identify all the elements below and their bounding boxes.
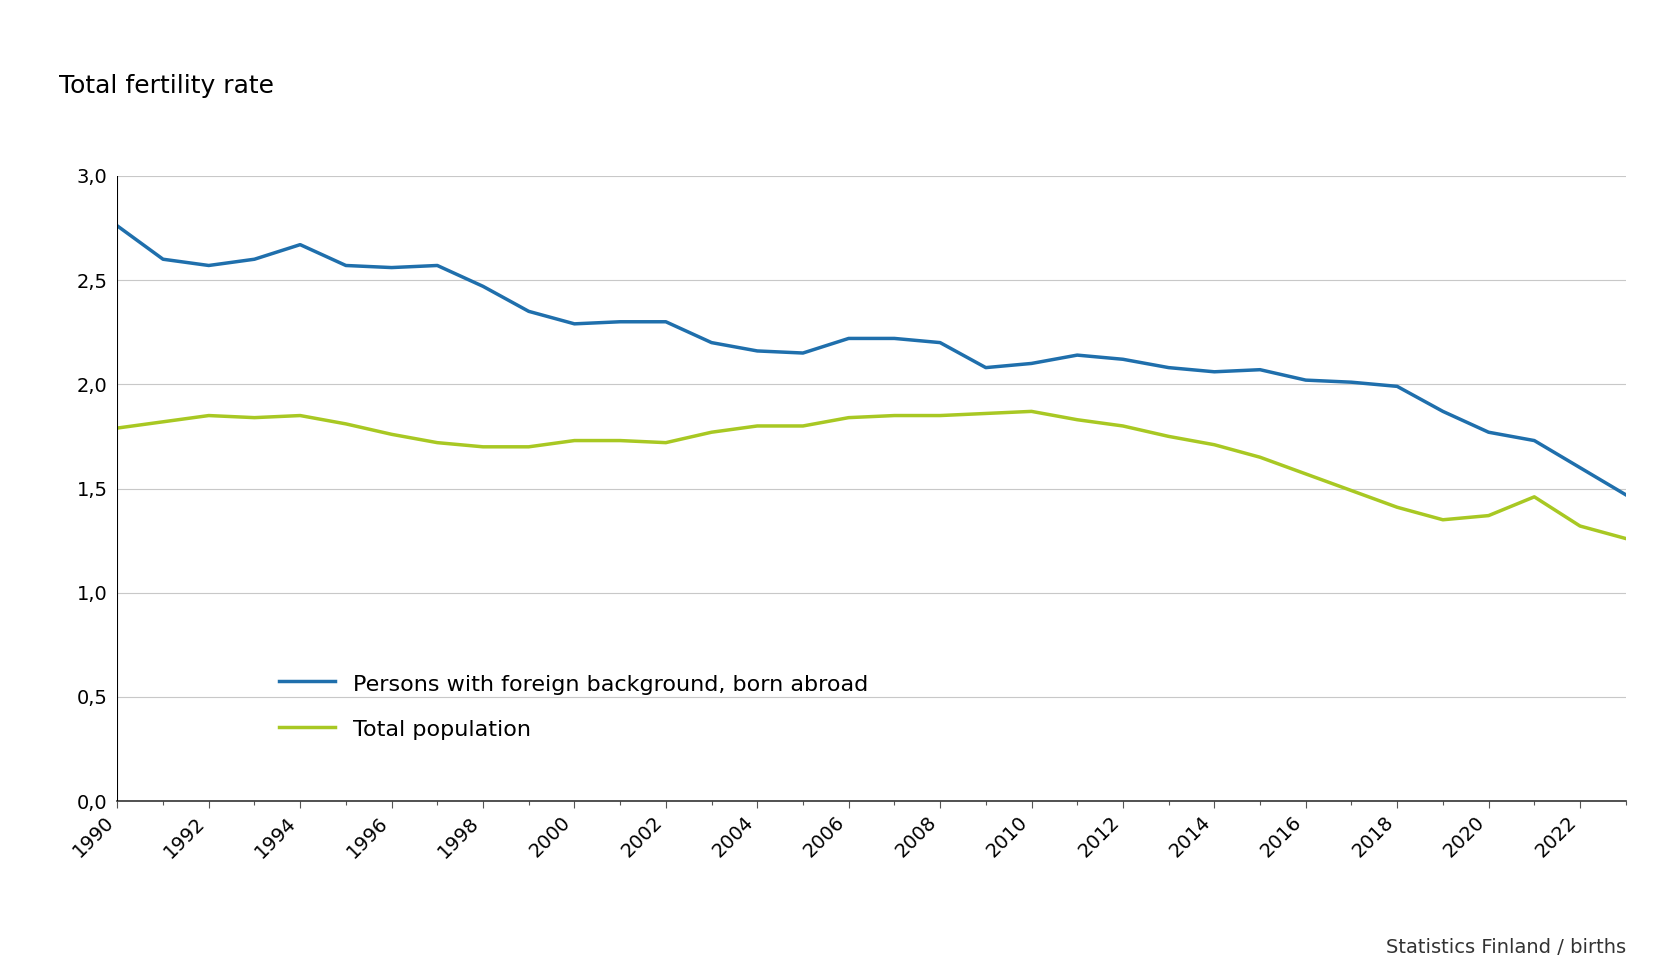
- Persons with foreign background, born abroad: [655, 316, 675, 327]
- Total population: [1113, 420, 1133, 432]
- Persons with foreign background, born abroad: [565, 318, 585, 329]
- Persons with foreign background, born abroad: [838, 332, 858, 344]
- Total population: [1616, 532, 1636, 544]
- Persons with foreign background, born abroad: [747, 345, 768, 357]
- Persons with foreign background, born abroad: [290, 238, 310, 250]
- Total population: [1570, 520, 1591, 531]
- Total population: [610, 435, 630, 446]
- Total population: [1523, 491, 1544, 503]
- Persons with foreign background, born abroad: [885, 332, 905, 344]
- Persons with foreign background, born abroad: [1478, 426, 1498, 438]
- Persons with foreign background, born abroad: [199, 260, 220, 272]
- Total population: [245, 411, 265, 423]
- Persons with foreign background, born abroad: [1341, 376, 1361, 388]
- Total population: [199, 409, 220, 421]
- Total population: [838, 411, 858, 423]
- Total population: [153, 416, 173, 428]
- Total population: [1250, 451, 1270, 463]
- Line: Total population: Total population: [117, 411, 1626, 538]
- Total population: [335, 418, 355, 430]
- Total population: [427, 437, 447, 448]
- Persons with foreign background, born abroad: [930, 337, 950, 349]
- Persons with foreign background, born abroad: [245, 253, 265, 265]
- Total population: [382, 429, 402, 441]
- Text: Total fertility rate: Total fertility rate: [59, 73, 273, 98]
- Persons with foreign background, born abroad: [153, 253, 173, 265]
- Persons with foreign background, born abroad: [518, 306, 538, 318]
- Persons with foreign background, born abroad: [1523, 435, 1544, 446]
- Total population: [1296, 468, 1316, 480]
- Total population: [1433, 514, 1453, 526]
- Total population: [1341, 485, 1361, 496]
- Persons with foreign background, born abroad: [1570, 462, 1591, 474]
- Persons with foreign background, born abroad: [1250, 363, 1270, 375]
- Persons with foreign background, born abroad: [107, 220, 127, 232]
- Persons with foreign background, born abroad: [1433, 405, 1453, 417]
- Persons with foreign background, born abroad: [1388, 380, 1408, 392]
- Persons with foreign background, born abroad: [1296, 374, 1316, 386]
- Total population: [1388, 501, 1408, 513]
- Total population: [885, 409, 905, 421]
- Persons with foreign background, born abroad: [610, 316, 630, 327]
- Persons with foreign background, born abroad: [1021, 358, 1041, 369]
- Persons with foreign background, born abroad: [382, 262, 402, 274]
- Persons with foreign background, born abroad: [1113, 354, 1133, 365]
- Total population: [975, 407, 996, 419]
- Persons with foreign background, born abroad: [793, 347, 813, 359]
- Total population: [290, 409, 310, 421]
- Persons with foreign background, born abroad: [975, 361, 996, 373]
- Total population: [702, 426, 722, 438]
- Persons with foreign background, born abroad: [702, 337, 722, 349]
- Total population: [747, 420, 768, 432]
- Persons with foreign background, born abroad: [1068, 349, 1088, 361]
- Total population: [655, 437, 675, 448]
- Total population: [518, 441, 538, 452]
- Line: Persons with foreign background, born abroad: Persons with foreign background, born ab…: [117, 226, 1626, 494]
- Text: Statistics Finland / births: Statistics Finland / births: [1386, 939, 1626, 957]
- Persons with foreign background, born abroad: [1616, 488, 1636, 500]
- Total population: [1205, 439, 1225, 450]
- Legend: Persons with foreign background, born abroad, Total population: Persons with foreign background, born ab…: [280, 672, 868, 740]
- Persons with foreign background, born abroad: [427, 260, 447, 272]
- Persons with foreign background, born abroad: [1158, 361, 1178, 373]
- Total population: [565, 435, 585, 446]
- Persons with foreign background, born abroad: [335, 260, 355, 272]
- Persons with foreign background, born abroad: [1205, 366, 1225, 378]
- Total population: [930, 409, 950, 421]
- Total population: [473, 441, 493, 452]
- Total population: [1478, 510, 1498, 522]
- Total population: [1158, 431, 1178, 443]
- Persons with foreign background, born abroad: [473, 280, 493, 292]
- Total population: [1068, 414, 1088, 426]
- Total population: [1021, 405, 1041, 417]
- Total population: [107, 422, 127, 434]
- Total population: [793, 420, 813, 432]
